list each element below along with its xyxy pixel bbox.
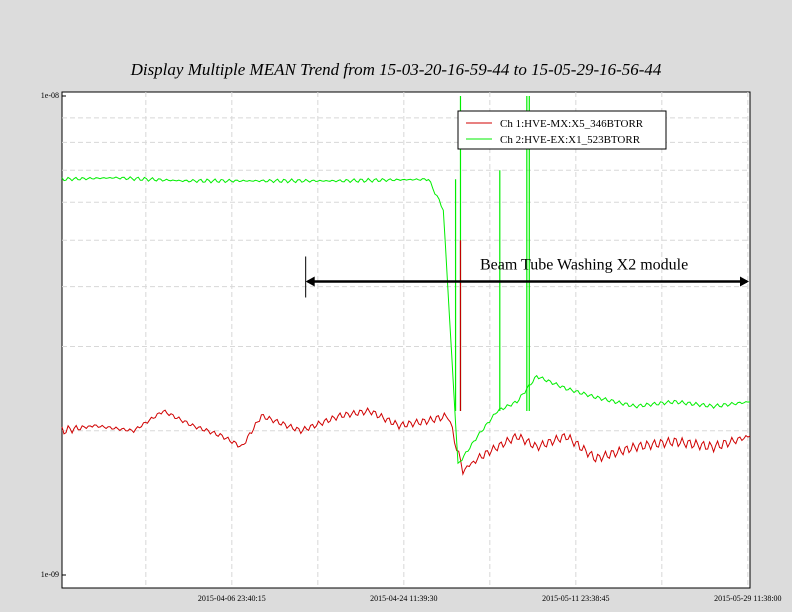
x-tick-label: 2015-04-06 23:40:15 <box>198 594 266 603</box>
legend-label-2: Ch 2:HVE-EX:X1_523BTORR <box>500 134 641 146</box>
series-line-1 <box>61 407 751 476</box>
annotation-arrowhead-right <box>739 276 749 287</box>
series-line-2 <box>61 176 751 465</box>
x-tick-label: 2015-04-24 11:39:30 <box>370 594 437 603</box>
y-tick-label: 1e-08 <box>41 91 59 100</box>
legend: Ch 1:HVE-MX:X5_346BTORR Ch 2:HVE-EX:X1_52… <box>457 110 667 150</box>
legend-label-1: Ch 1:HVE-MX:X5_346BTORR <box>500 118 644 130</box>
axis-ticks: 1e-08 1e-09 2015-04-06 23:40:15 2015-04-24 … <box>41 91 782 603</box>
legend-box <box>457 110 667 150</box>
plot-area <box>61 91 751 589</box>
y-tick-label: 1e-09 <box>41 570 59 579</box>
annotation-arrowhead-left <box>305 276 315 287</box>
chart-title: Display Multiple MEAN Trend from 15-03-2… <box>130 60 662 79</box>
x-tick-label: 2015-05-11 23:38:45 <box>542 594 609 603</box>
grid <box>62 92 750 588</box>
annotation-group: Beam Tube Washing X2 module <box>305 256 749 298</box>
annotation-text: Beam Tube Washing X2 module <box>480 256 688 273</box>
x-tick-label: 2015-05-29 11:38:00 <box>714 594 781 603</box>
